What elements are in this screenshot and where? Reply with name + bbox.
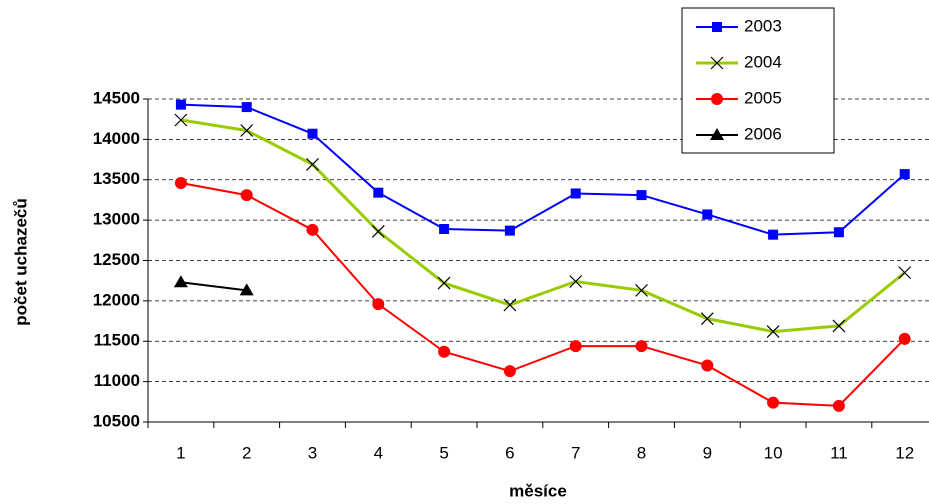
series-line (180, 281, 247, 292)
x-tick-label: 4 (374, 443, 383, 462)
marker (768, 229, 779, 240)
x-tick-label: 3 (308, 443, 317, 462)
y-axis-label: počet uchazečů (11, 198, 30, 326)
y-tick-label: 13000 (93, 210, 140, 229)
marker (373, 187, 384, 198)
marker (241, 102, 252, 113)
legend-marker (711, 93, 723, 105)
marker (504, 225, 515, 236)
series-line (180, 103, 906, 236)
marker (569, 275, 583, 288)
x-tick-label: 11 (830, 443, 848, 462)
marker (833, 227, 844, 238)
x-tick-label: 9 (703, 443, 712, 462)
marker (438, 345, 451, 358)
y-tick-label: 12500 (93, 250, 140, 269)
legend-marker (710, 56, 724, 70)
legend-label: 2004 (744, 52, 782, 71)
marker (832, 399, 845, 412)
marker (898, 266, 912, 280)
x-axis-label: měsíce (509, 481, 567, 500)
marker (307, 128, 318, 139)
marker (701, 359, 714, 372)
x-tick-label: 5 (439, 443, 448, 462)
marker (439, 224, 450, 235)
marker (503, 365, 516, 378)
marker (766, 325, 780, 338)
legend-label: 2006 (744, 124, 782, 143)
x-tick-label: 7 (571, 443, 580, 462)
legend: 2003 2004 2005 2006 (681, 7, 835, 154)
y-tick-label: 13500 (93, 169, 140, 188)
y-tick-label: 14500 (93, 88, 140, 107)
marker (898, 332, 911, 345)
x-tick-label: 10 (764, 443, 783, 462)
marker (767, 396, 780, 409)
series-line (180, 118, 906, 334)
marker (239, 283, 254, 296)
y-tick-label: 10500 (93, 411, 140, 430)
x-tick-label: 12 (895, 443, 914, 462)
marker (437, 276, 451, 290)
marker (635, 283, 648, 297)
marker (569, 340, 582, 353)
marker (371, 225, 385, 238)
marker (702, 209, 713, 220)
marker (503, 298, 517, 312)
marker (570, 188, 581, 199)
marker (240, 189, 253, 202)
y-tick-label: 14000 (93, 129, 140, 148)
marker (832, 319, 846, 333)
y-tick-label: 11500 (94, 331, 140, 350)
marker (173, 275, 188, 288)
marker (306, 157, 319, 171)
marker (700, 312, 714, 326)
legend-label: 2003 (744, 16, 782, 35)
marker (240, 124, 254, 137)
x-tick-label: 8 (637, 443, 646, 462)
legend-marker (712, 22, 722, 32)
x-tick-label: 2 (242, 443, 251, 462)
x-tick-label: 1 (176, 443, 185, 462)
legend-marker (710, 128, 724, 140)
marker (174, 176, 187, 189)
series-line (180, 181, 906, 407)
marker (175, 99, 186, 110)
marker (372, 298, 385, 311)
marker (635, 340, 648, 353)
legend-box (681, 7, 835, 154)
y-tick-label: 11000 (94, 371, 140, 390)
marker (899, 169, 910, 180)
y-tick-label: 12000 (93, 290, 140, 309)
x-tick-label: 6 (505, 443, 514, 462)
marker (174, 113, 188, 127)
legend-label: 2005 (744, 88, 782, 107)
marker (306, 223, 319, 236)
marker (636, 190, 647, 201)
